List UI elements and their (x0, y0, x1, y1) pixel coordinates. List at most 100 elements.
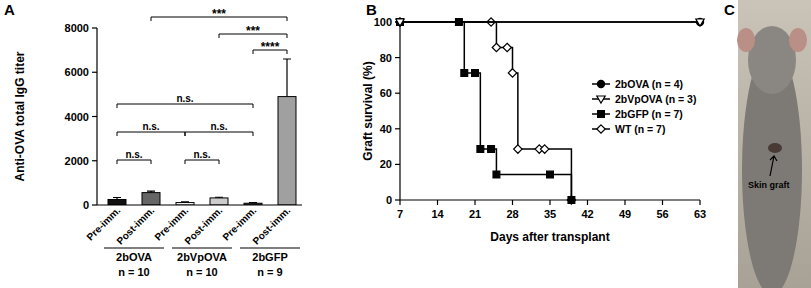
group-line (104, 247, 164, 248)
survival-line (400, 22, 571, 200)
point (508, 69, 516, 77)
category-label: Post-imm. (114, 204, 156, 246)
point (492, 43, 500, 51)
significance-bracket (117, 132, 185, 136)
y-tick (92, 160, 97, 161)
error-bar (181, 201, 189, 203)
y-axis (399, 22, 400, 200)
mouse-ear (737, 28, 755, 52)
legend-marker (597, 80, 604, 87)
point (514, 145, 522, 153)
point (396, 18, 403, 25)
bar (108, 199, 126, 205)
group-n: n = 10 (118, 266, 150, 278)
y-tick-label: 60 (380, 87, 392, 99)
x-tick (512, 200, 513, 205)
survival-line (400, 21, 700, 23)
significance-label: n.s. (210, 121, 227, 132)
group-n: n = 9 (257, 266, 282, 278)
point (567, 196, 575, 204)
panel-label: C (724, 1, 735, 18)
error-bar (215, 197, 223, 199)
x-tick-label: 63 (694, 208, 706, 220)
point (696, 19, 704, 26)
x-tick (437, 200, 438, 205)
y-tick (92, 72, 97, 73)
y-tick (395, 128, 400, 129)
survival-line (400, 21, 700, 23)
y-tick-label: 8000 (65, 22, 89, 34)
x-tick (699, 200, 700, 205)
x-axis-label: Days after transplant (490, 230, 609, 244)
mouse-ear (789, 28, 807, 52)
point (547, 171, 554, 178)
point (488, 146, 495, 153)
group-line (172, 247, 232, 248)
point (696, 18, 703, 25)
legend-marker (598, 111, 605, 118)
x-tick-label: 21 (469, 208, 481, 220)
y-axis-label: Graft survival (%) (361, 61, 375, 160)
y-tick-label: 6000 (65, 66, 89, 78)
y-tick (395, 57, 400, 58)
x-axis (97, 204, 302, 205)
y-tick (92, 27, 97, 28)
point (477, 146, 484, 153)
x-tick-label: 49 (619, 208, 631, 220)
category-label: Post-imm. (250, 204, 292, 246)
y-tick-label: 80 (380, 52, 392, 64)
significance-label: n.s. (125, 149, 142, 160)
y-tick-label: 4000 (65, 111, 89, 123)
point (396, 18, 404, 26)
category-label: Post-imm. (182, 204, 224, 246)
x-tick (624, 200, 625, 205)
y-tick-label: 40 (380, 123, 392, 135)
photo: Skin graft (737, 0, 811, 288)
point (540, 145, 548, 153)
y-tick (92, 116, 97, 117)
y-axis-label: Anti-OVA total IgG titer (13, 51, 27, 181)
legend-label: 2bOVA (n = 4) (615, 78, 683, 90)
y-tick-label: 2000 (65, 155, 89, 167)
error-bar (113, 197, 121, 199)
group-n: n = 10 (186, 266, 218, 278)
legend-label: WT (n = 7) (615, 123, 665, 135)
error-bar (147, 191, 155, 193)
significance-bracket (185, 132, 253, 136)
group-label: 2bOVA (116, 251, 152, 263)
point (568, 197, 575, 204)
point (461, 70, 468, 77)
point (472, 70, 479, 77)
graft-site (768, 143, 782, 153)
figure: ABC02000400060008000Anti-OVA total IgG t… (0, 0, 811, 288)
x-tick-label: 28 (506, 208, 518, 220)
bar (142, 193, 160, 205)
x-tick-label: 7 (397, 208, 403, 220)
legend-label: 2bVpOVA (n = 3) (615, 93, 696, 105)
y-tick (92, 204, 97, 205)
group-label: 2bGFP (252, 251, 287, 263)
x-tick (399, 200, 400, 205)
y-tick-label: 0 (386, 194, 392, 206)
significance-label: n.s. (142, 121, 159, 132)
significance-label: n.s. (193, 149, 210, 160)
legend-marker (597, 96, 605, 103)
annotation-arrow (770, 156, 777, 176)
mouse-head (748, 26, 796, 94)
bar (278, 97, 296, 205)
x-tick (549, 200, 550, 205)
y-tick (395, 93, 400, 94)
x-tick-label: 14 (431, 208, 444, 220)
point (493, 171, 500, 178)
x-tick-label: 56 (656, 208, 668, 220)
significance-label: n.s. (176, 93, 193, 104)
lines (396, 18, 704, 204)
point (503, 43, 511, 51)
y-tick (395, 164, 400, 165)
group-line (240, 247, 300, 248)
photo-annotation: Skin graft (748, 180, 790, 190)
significance-label: *** (212, 7, 226, 21)
significance-bracket (117, 104, 253, 108)
y-tick-label: 20 (380, 158, 392, 170)
error-bar (283, 59, 291, 97)
